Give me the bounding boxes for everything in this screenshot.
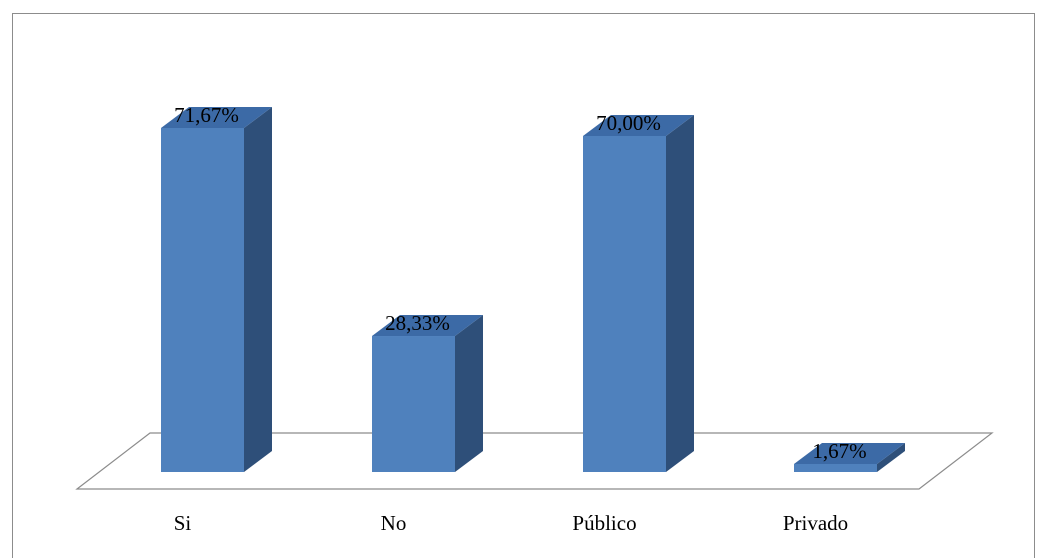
bar-front (161, 127, 244, 472)
bar-side (877, 442, 905, 472)
bar-front (583, 136, 666, 472)
data-label: 28,33% (385, 311, 450, 335)
bar-top (372, 315, 483, 337)
bar-side (666, 115, 694, 472)
category-label: Privado (783, 511, 848, 535)
bar-3 (583, 115, 694, 472)
data-label: 1,67% (812, 439, 866, 463)
bar-top (161, 106, 272, 128)
bar-front (794, 463, 877, 472)
category-label: Público (572, 511, 636, 535)
bar-front (372, 336, 455, 472)
data-label: 71,67% (174, 103, 239, 127)
bar-4 (794, 442, 905, 472)
bar-side (455, 315, 483, 472)
bar-side (244, 106, 272, 472)
data-label: 70,00% (596, 111, 661, 135)
bar-1 (161, 106, 272, 472)
category-label: Si (174, 511, 192, 535)
chart-floor (75, 432, 994, 490)
bar-top (583, 115, 694, 136)
bar-top (794, 442, 905, 464)
bar-2 (372, 315, 483, 472)
category-label: No (381, 511, 407, 535)
